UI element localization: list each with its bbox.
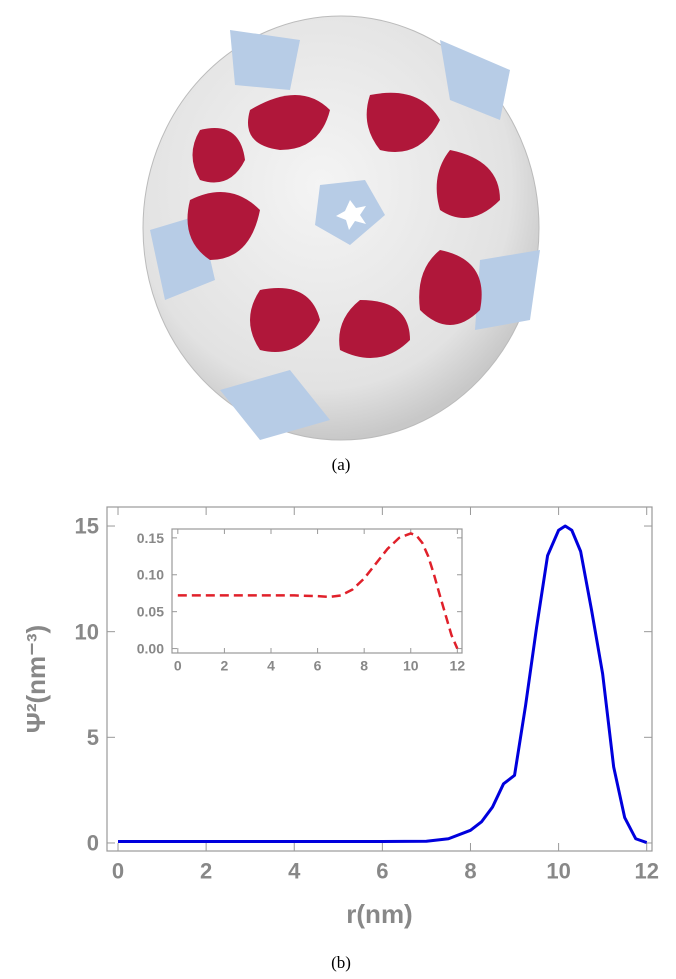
x-tick-label: 12 [634,859,658,884]
y-tick-label: 0.00 [137,640,164,656]
x-tick-label: 12 [450,658,466,674]
caption: (a) [332,455,351,474]
x-tick-label: 8 [360,658,368,674]
y-tick-label: 0.15 [137,530,164,546]
y-tick-label: 0.05 [137,604,164,620]
y-tick-label: 0 [87,831,99,856]
caption: (b) [331,953,351,972]
y-tick-label: 5 [87,725,99,750]
plot-frame [171,528,463,654]
y-tick-label: 15 [75,514,99,539]
data-line [177,532,459,650]
x-tick-label: 6 [314,658,322,674]
y-tick-label: 0.10 [137,567,164,583]
x-tick-label: 2 [200,859,212,884]
x-tick-label: 0 [174,658,182,674]
x-tick-label: 10 [403,658,419,674]
y-tick-label: 10 [75,619,99,644]
x-tick-label: 8 [464,859,476,884]
x-axis-label: r(nm) [346,899,412,929]
data-line [118,524,648,844]
x-tick-label: 4 [288,859,301,884]
capsid-image [142,15,540,441]
x-tick-label: 10 [546,859,570,884]
x-tick-label: 6 [376,859,388,884]
x-tick-label: 4 [267,658,275,674]
y-axis-label: Ψ²(nm⁻³) [21,625,51,733]
x-tick-label: 0 [112,859,124,884]
x-tick-label: 2 [221,658,229,674]
